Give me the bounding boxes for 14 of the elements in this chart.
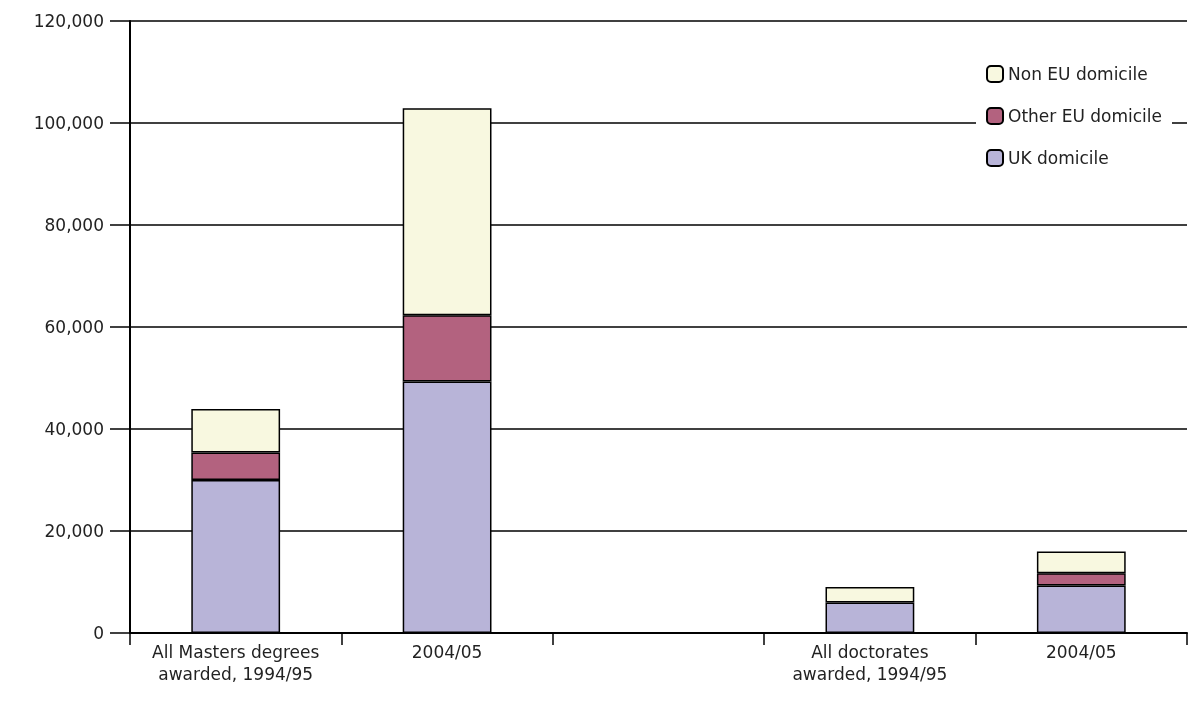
y-tick-label: 40,000 xyxy=(44,419,104,439)
y-tick-label: 60,000 xyxy=(44,317,104,337)
y-tick-label: 80,000 xyxy=(44,215,104,235)
x-tick-label: 2004/05 xyxy=(1045,642,1117,662)
legend-label: Non EU domicile xyxy=(1008,64,1148,84)
y-tick-label: 20,000 xyxy=(44,521,104,541)
x-tick-label: All Masters degrees awarded, 1994/95 xyxy=(152,642,320,684)
x-tick-label: 2004/05 xyxy=(411,642,483,662)
y-tick-label: 0 xyxy=(93,623,104,643)
legend-label: UK domicile xyxy=(1008,148,1109,168)
legend-label: Other EU domicile xyxy=(1008,106,1163,126)
y-tick-label: 120,000 xyxy=(33,11,104,31)
y-tick-label: 100,000 xyxy=(33,113,104,133)
x-tick-label: All doctorates awarded, 1994/95 xyxy=(792,642,948,684)
